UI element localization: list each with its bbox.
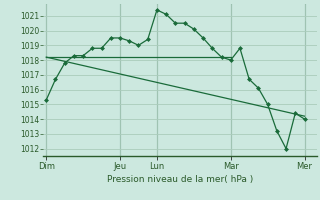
X-axis label: Pression niveau de la mer( hPa ): Pression niveau de la mer( hPa ): [107, 175, 253, 184]
